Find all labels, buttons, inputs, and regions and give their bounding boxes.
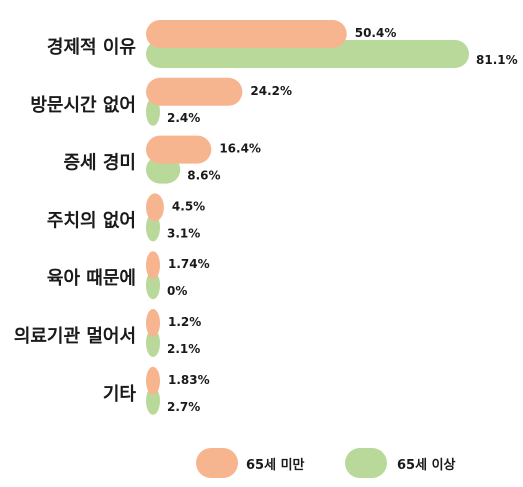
value-label-65-and-over: 2.4% bbox=[167, 111, 200, 125]
value-label-under-65: 1.2% bbox=[168, 315, 201, 329]
category-label: 방문시간 없어 bbox=[30, 95, 136, 116]
legend-label-65-and-over: 65세 이상 bbox=[397, 457, 456, 473]
value-label-65-and-over: 3.1% bbox=[167, 226, 200, 240]
legend-swatch-under-65 bbox=[196, 448, 238, 478]
category-label: 경제적 이유 bbox=[47, 37, 136, 58]
legend: 65세 미만 65세 이상 bbox=[196, 448, 456, 478]
category-label: 기타 bbox=[103, 384, 137, 405]
category-label: 증세 경미 bbox=[63, 153, 136, 174]
value-label-under-65: 50.4% bbox=[355, 26, 397, 40]
bar-65-and-over bbox=[146, 271, 160, 300]
value-label-65-and-over: 2.1% bbox=[167, 342, 200, 356]
category-label: 육아 때문에 bbox=[47, 268, 136, 289]
bar-under-65 bbox=[146, 309, 160, 337]
legend-swatch-65-and-over bbox=[345, 448, 387, 478]
bar-under-65 bbox=[146, 366, 160, 395]
category-label: 주치의 없어 bbox=[47, 210, 136, 231]
bar-65-and-over bbox=[146, 386, 160, 415]
bar-under-65 bbox=[146, 251, 160, 280]
value-label-65-and-over: 8.6% bbox=[187, 169, 220, 183]
value-label-under-65: 4.5% bbox=[172, 199, 205, 213]
value-label-65-and-over: 2.7% bbox=[167, 400, 200, 414]
bar-65-and-over bbox=[146, 329, 160, 357]
bar-under-65 bbox=[146, 77, 243, 106]
value-label-under-65: 1.83% bbox=[168, 373, 210, 387]
value-labels: 50.4% 81.1% 24.2% 2.4% 16.4% 8.6% 4.5% 3.1% 1.74… bbox=[167, 26, 518, 414]
value-label-under-65: 16.4% bbox=[219, 142, 261, 156]
bars bbox=[146, 20, 469, 415]
value-label-under-65: 24.2% bbox=[250, 84, 292, 98]
bar-under-65 bbox=[146, 20, 347, 48]
bar-under-65 bbox=[146, 193, 164, 222]
category-label: 의료기관 멀어서 bbox=[14, 326, 136, 347]
value-label-65-and-over: 0% bbox=[167, 284, 187, 298]
value-label-under-65: 1.74% bbox=[168, 257, 210, 271]
bar-under-65 bbox=[146, 135, 212, 164]
legend-label-under-65: 65세 미만 bbox=[246, 457, 305, 473]
value-label-65-and-over: 81.1% bbox=[476, 53, 518, 67]
